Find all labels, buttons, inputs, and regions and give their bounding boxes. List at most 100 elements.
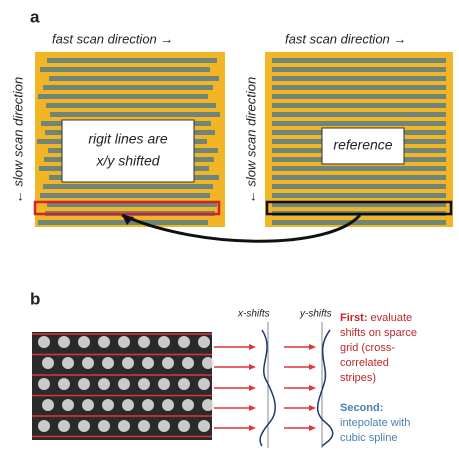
arrow-head [309, 364, 316, 370]
arrow-head [309, 405, 316, 411]
stripe [46, 103, 216, 108]
first-text: grid (cross- [340, 342, 395, 354]
atom [198, 378, 210, 390]
atom [158, 378, 170, 390]
atom [58, 336, 70, 348]
atom [122, 399, 134, 411]
callout-text: rigit lines are [88, 131, 168, 147]
stripe [272, 121, 446, 126]
second-text: cubic spline [340, 432, 397, 444]
stripe [272, 76, 446, 81]
stripe [47, 58, 217, 63]
stripe [272, 193, 446, 198]
panel-label: b [30, 289, 40, 308]
stripe [38, 94, 208, 99]
atom [62, 399, 74, 411]
stripe [49, 76, 219, 81]
stripe [272, 184, 446, 189]
callout-box [62, 120, 194, 182]
stripe [272, 220, 446, 225]
second-heading: Second: [340, 402, 383, 414]
atom [182, 399, 194, 411]
second-text: intepolate with [340, 417, 410, 429]
arrow-head [309, 425, 316, 431]
stripe [272, 94, 446, 99]
atom [62, 357, 74, 369]
atom [118, 378, 130, 390]
stripe [40, 67, 210, 72]
atom [38, 336, 50, 348]
atom [42, 399, 54, 411]
atom [138, 336, 150, 348]
arrow-head [249, 364, 256, 370]
atom [138, 378, 150, 390]
atom [102, 357, 114, 369]
atom [162, 399, 174, 411]
text: evaluate [368, 312, 413, 324]
atom [202, 357, 214, 369]
stripe [272, 103, 446, 108]
atom [118, 336, 130, 348]
atom [142, 357, 154, 369]
atom [182, 357, 194, 369]
atom [142, 399, 154, 411]
atom [42, 357, 54, 369]
side-label: ← slow scan direction [10, 77, 25, 203]
stripe [38, 220, 208, 225]
atom [178, 378, 190, 390]
stripe [272, 85, 446, 90]
stripe [272, 175, 446, 180]
atom [82, 357, 94, 369]
atom [178, 420, 190, 432]
atom [82, 399, 94, 411]
top-label: fast scan direction → [52, 31, 173, 46]
atom [158, 336, 170, 348]
side-label: ← slow scan direction [243, 77, 258, 203]
atom [38, 420, 50, 432]
atom [78, 378, 90, 390]
atom [202, 399, 214, 411]
atom [198, 420, 210, 432]
stripe [43, 184, 213, 189]
atom [98, 378, 110, 390]
top-label: fast scan direction → [285, 31, 406, 46]
callout-text: reference [333, 137, 392, 153]
atom [122, 357, 134, 369]
axis-label: x-shifts [237, 309, 270, 320]
stripe [272, 58, 446, 63]
atom [58, 420, 70, 432]
stripe [272, 112, 446, 117]
arrow-head [249, 405, 256, 411]
arrow-head [309, 344, 316, 350]
atom [118, 420, 130, 432]
heading: First: [340, 312, 368, 324]
atom [138, 420, 150, 432]
panel-label: a [30, 7, 40, 26]
first-text: shifts on sparce [340, 327, 417, 339]
atom [158, 420, 170, 432]
stripe [50, 112, 220, 117]
arrow-head [249, 425, 256, 431]
atom [178, 336, 190, 348]
arrow-head [249, 385, 256, 391]
atom [102, 399, 114, 411]
atom [162, 357, 174, 369]
axis-label: y-shifts [299, 309, 332, 320]
atom [78, 336, 90, 348]
curve [318, 330, 333, 446]
atom [58, 378, 70, 390]
stripe [272, 166, 446, 171]
callout-text: x/y shifted [95, 153, 160, 169]
stripe [43, 85, 213, 90]
figure: a fast scan direction → fast scan direct… [0, 0, 459, 457]
atom [198, 336, 210, 348]
arrow-head [249, 344, 256, 350]
first-text: First: evaluate [340, 312, 412, 324]
atom [78, 420, 90, 432]
arrow-head [309, 385, 316, 391]
first-text: stripes) [340, 372, 376, 384]
stripe [272, 67, 446, 72]
first-text: correlated [340, 357, 389, 369]
stripe [40, 193, 210, 198]
atom [98, 336, 110, 348]
